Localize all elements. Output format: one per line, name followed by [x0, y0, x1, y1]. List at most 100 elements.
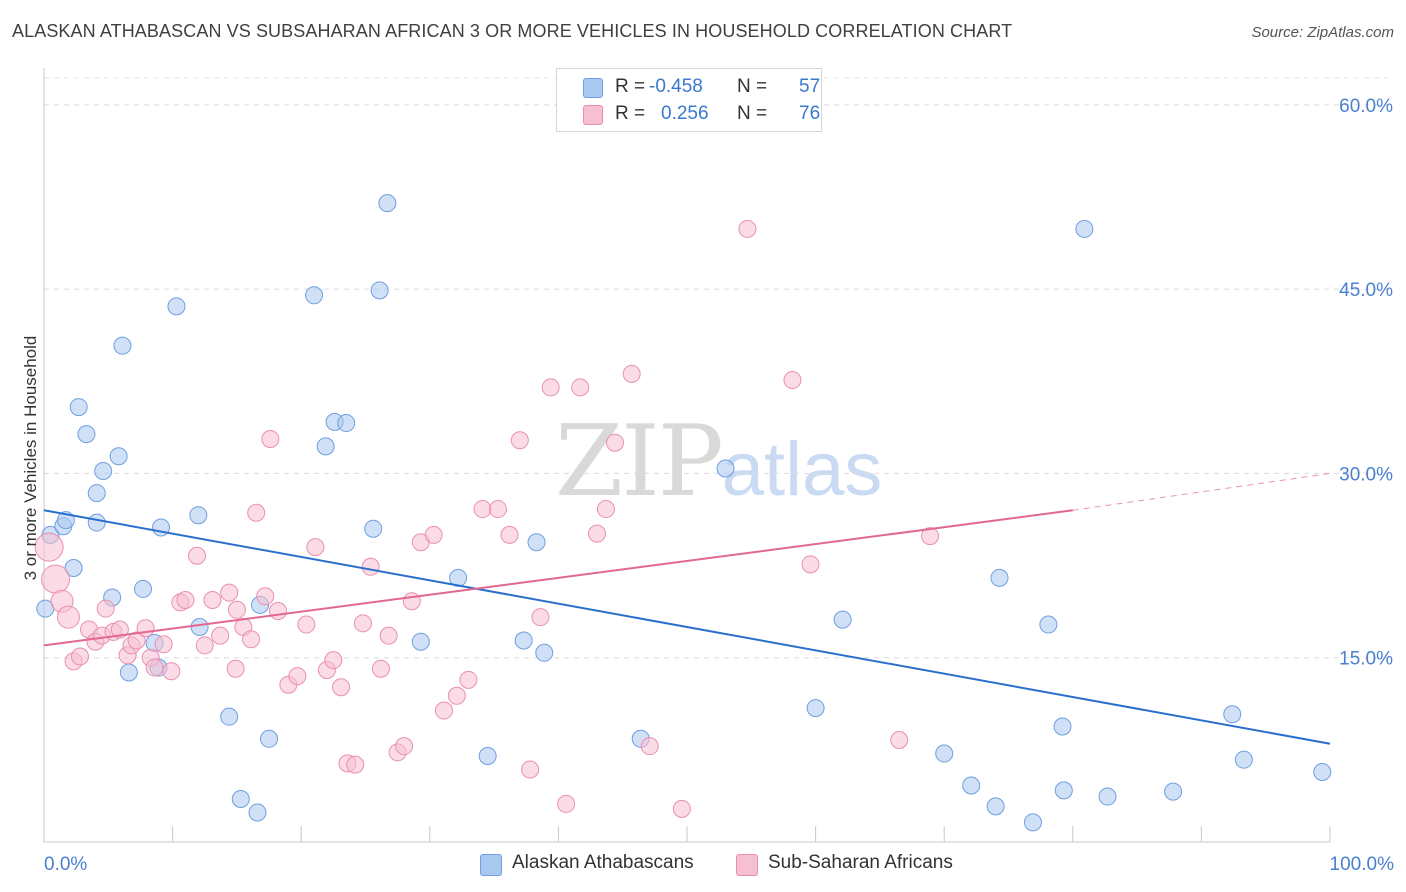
athabascan-point — [64, 559, 83, 578]
legend-n-value: 76 — [799, 103, 821, 124]
subsaharan-point — [242, 630, 261, 649]
y-tick-label: 30.0% — [1339, 464, 1393, 485]
legend-r-value: -0.458 — [649, 76, 703, 97]
athabascan-trend-line — [43, 509, 1331, 745]
subsaharan-point — [41, 564, 71, 594]
subsaharan-point — [605, 433, 624, 452]
subsaharan-point — [154, 635, 173, 654]
subsaharan-point — [211, 626, 230, 645]
legend-box: R = -0.458 N = 57 R = 0.256 N = 76 — [556, 68, 822, 132]
athabascan-point — [231, 790, 250, 808]
subsaharan-point — [288, 667, 307, 686]
subsaharan-point — [269, 602, 288, 621]
subsaharan-point — [226, 659, 245, 678]
subsaharan-point — [306, 538, 325, 557]
athabascan-point — [1313, 762, 1332, 781]
subsaharan-point — [510, 431, 529, 450]
athabascan-point — [370, 281, 389, 300]
subsaharan-point — [672, 799, 691, 818]
athabascan-point — [1223, 705, 1242, 724]
subsaharan-point — [571, 378, 590, 397]
athabascan-point — [962, 776, 981, 795]
subsaharan-point — [434, 701, 453, 720]
grid-lines — [44, 77, 1394, 659]
athabascan-point — [527, 533, 546, 552]
athabascan-point — [935, 744, 954, 763]
bottom-legend-swatch-athabascan — [480, 854, 502, 876]
athabascan-point — [316, 437, 335, 456]
subsaharan-point — [34, 532, 64, 562]
subsaharan-point — [557, 794, 576, 813]
subsaharan-point — [379, 626, 398, 645]
athabascan-point — [305, 286, 324, 305]
trend-lines — [43, 472, 1331, 745]
subsaharan-point — [195, 636, 214, 655]
legend-n-label: N = — [737, 103, 768, 124]
subsaharan-point — [473, 500, 492, 519]
athabascan-point — [806, 699, 825, 718]
subsaharan-point — [531, 608, 550, 627]
athabascan-point — [109, 447, 128, 466]
subsaharan-point — [353, 614, 372, 633]
y-tick-label: 15.0% — [1339, 649, 1393, 670]
athabascan-point — [167, 297, 186, 316]
athabascan-point — [87, 484, 106, 503]
x-tick-label: 100.0% — [1330, 854, 1395, 875]
subsaharan-point — [261, 430, 280, 449]
athabascan-point — [514, 631, 533, 650]
athabascan-point — [94, 461, 113, 480]
subsaharan-point — [500, 525, 519, 544]
legend-swatch-athabascan — [583, 78, 603, 98]
subsaharan-point — [145, 658, 164, 677]
subsaharan-point — [488, 500, 507, 519]
athabascan-point — [364, 519, 383, 538]
athabascan-point — [478, 747, 497, 765]
athabascan-point — [119, 663, 138, 682]
bottom-legend-label: Sub-Saharan Africans — [768, 852, 953, 873]
subsaharan-point — [203, 590, 222, 609]
athabascan-point — [1054, 781, 1073, 800]
legend-r-label: R = — [615, 103, 646, 124]
subsaharan-point — [541, 378, 560, 397]
athabascan-point — [77, 425, 96, 444]
subsaharan-point — [640, 737, 659, 756]
athabascan-point — [1075, 219, 1094, 238]
data-points — [34, 194, 1332, 832]
athabascan-point — [1053, 717, 1072, 736]
subsaharan-point — [622, 364, 641, 383]
subsaharan-point — [220, 583, 239, 602]
subsaharan-point — [395, 737, 414, 756]
tick-labels: 15.0% 30.0% 45.0% 60.0% 0.0% 100.0% — [44, 96, 1394, 875]
source-label: Source: ZipAtlas.com — [1251, 24, 1394, 41]
subsaharan-point — [459, 670, 478, 689]
athabascan-point — [378, 194, 397, 213]
athabascan-point — [134, 579, 153, 598]
athabascan-point — [337, 414, 356, 433]
axes — [43, 68, 1331, 843]
athabascan-point — [260, 729, 279, 748]
subsaharan-point — [402, 592, 421, 611]
subsaharan-point — [247, 503, 266, 522]
athabascan-point — [535, 643, 554, 662]
subsaharan-point — [890, 731, 909, 750]
legend-swatch-subsaharan — [583, 105, 603, 125]
subsaharan-point — [56, 605, 80, 629]
athabascan-point — [248, 803, 267, 822]
athabascan-point — [716, 459, 735, 478]
subsaharan-point — [324, 651, 343, 670]
athabascan-point — [990, 568, 1009, 587]
subsaharan-point — [783, 371, 802, 390]
subsaharan-point — [162, 662, 181, 681]
subsaharan-point — [346, 755, 365, 774]
legend-r-value: 0.256 — [661, 103, 709, 124]
athabascan-point — [411, 632, 430, 651]
bottom-legend-swatch-subsaharan — [736, 854, 758, 876]
legend-n-label: N = — [737, 76, 768, 97]
athabascan-point — [87, 513, 106, 532]
subsaharan-point — [96, 599, 115, 618]
subsaharan-trend-extension — [1072, 472, 1331, 511]
athabascan-point — [1098, 787, 1117, 806]
bottom-legend-label: Alaskan Athabascans — [512, 852, 694, 873]
athabascan-point — [220, 707, 239, 726]
y-tick-label: 45.0% — [1339, 280, 1393, 301]
